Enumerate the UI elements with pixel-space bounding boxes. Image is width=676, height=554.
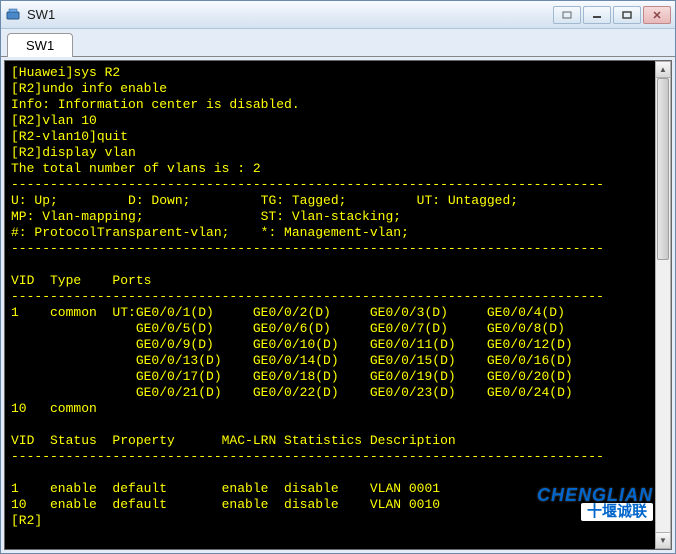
terminal[interactable]: [Huawei]sys R2 [R2]undo info enable Info… (4, 60, 672, 550)
scroll-track[interactable] (656, 78, 670, 532)
scroll-thumb[interactable] (657, 78, 669, 260)
app-icon (5, 7, 21, 23)
tab-sw1[interactable]: SW1 (7, 33, 73, 57)
close-button[interactable] (643, 6, 671, 24)
extra-button[interactable] (553, 6, 581, 24)
scroll-up-button[interactable]: ▲ (656, 62, 670, 78)
titlebar: SW1 (1, 1, 675, 29)
window-buttons (553, 6, 671, 24)
scrollbar[interactable]: ▲ ▼ (655, 61, 671, 549)
terminal-container: [Huawei]sys R2 [R2]undo info enable Info… (1, 57, 675, 553)
tab-bar: SW1 (1, 29, 675, 57)
maximize-button[interactable] (613, 6, 641, 24)
app-window: SW1 SW1 [Huawei]sys R2 [R2]undo info ena… (0, 0, 676, 554)
minimize-button[interactable] (583, 6, 611, 24)
terminal-output: [Huawei]sys R2 [R2]undo info enable Info… (11, 65, 665, 529)
window-title: SW1 (27, 7, 553, 22)
scroll-down-button[interactable]: ▼ (656, 532, 670, 548)
